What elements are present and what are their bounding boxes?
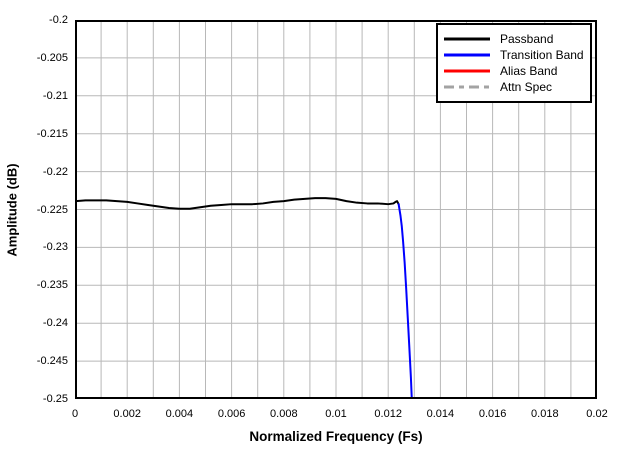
y-tick-label: -0.215: [36, 127, 68, 140]
y-tick-label: -0.245: [36, 355, 68, 368]
y-tick-label: -0.205: [36, 51, 68, 64]
legend-line-sample-passband: [444, 37, 490, 41]
x-tick-label: 0.01: [325, 408, 347, 420]
legend-item-transition-band: Transition Band: [443, 47, 590, 63]
legend-item-passband: Passband: [443, 31, 590, 47]
legend-line-sample-alias-band: [444, 69, 490, 73]
x-tick-label: 0.008: [270, 408, 298, 420]
legend-label: Attn Spec: [500, 80, 553, 94]
y-tick-label: -0.2: [49, 14, 68, 26]
legend-line-sample-attn-spec: [444, 85, 490, 89]
y-tick-label: -0.22: [42, 165, 68, 178]
legend-line-sample-transition-band: [444, 53, 490, 57]
x-axis-title: Normalized Frequency (Fs): [249, 429, 423, 444]
legend: Passband Transition Band Alias Band Attn Sp…: [436, 23, 592, 103]
x-tick-label: 0.004: [165, 408, 194, 420]
legend-item-attn-spec: Attn Spec: [443, 79, 590, 95]
y-tick-label: -0.21: [42, 89, 68, 102]
series-passband: [76, 197, 400, 210]
legend-label: Alias Band: [500, 64, 558, 78]
legend-item-alias-band: Alias Band: [443, 63, 590, 79]
y-tick-label: -0.225: [36, 203, 68, 216]
y-tick-label: -0.235: [36, 279, 68, 292]
y-axis-title: Amplitude (dB): [4, 163, 20, 257]
y-tick-label: -0.23: [42, 241, 68, 254]
plot-border: [75, 20, 597, 399]
legend-label: Transition Band: [500, 48, 584, 62]
y-tick-label: -0.24: [42, 317, 68, 330]
x-tick-label: 0.012: [374, 408, 402, 420]
legend-label: Passband: [500, 32, 554, 46]
x-tick-label: 0.002: [113, 408, 141, 420]
x-tick-label: 0: [71, 408, 79, 420]
x-tick-label: 0.016: [478, 408, 507, 420]
x-tick-label: 0.018: [531, 408, 559, 420]
x-tick-label: 0.02: [586, 408, 608, 420]
x-tick-label: 0.006: [217, 408, 246, 420]
series-transition-band: [397, 203, 413, 398]
x-tick-label: 0.014: [426, 408, 455, 420]
y-tick-label: -0.25: [42, 393, 68, 405]
